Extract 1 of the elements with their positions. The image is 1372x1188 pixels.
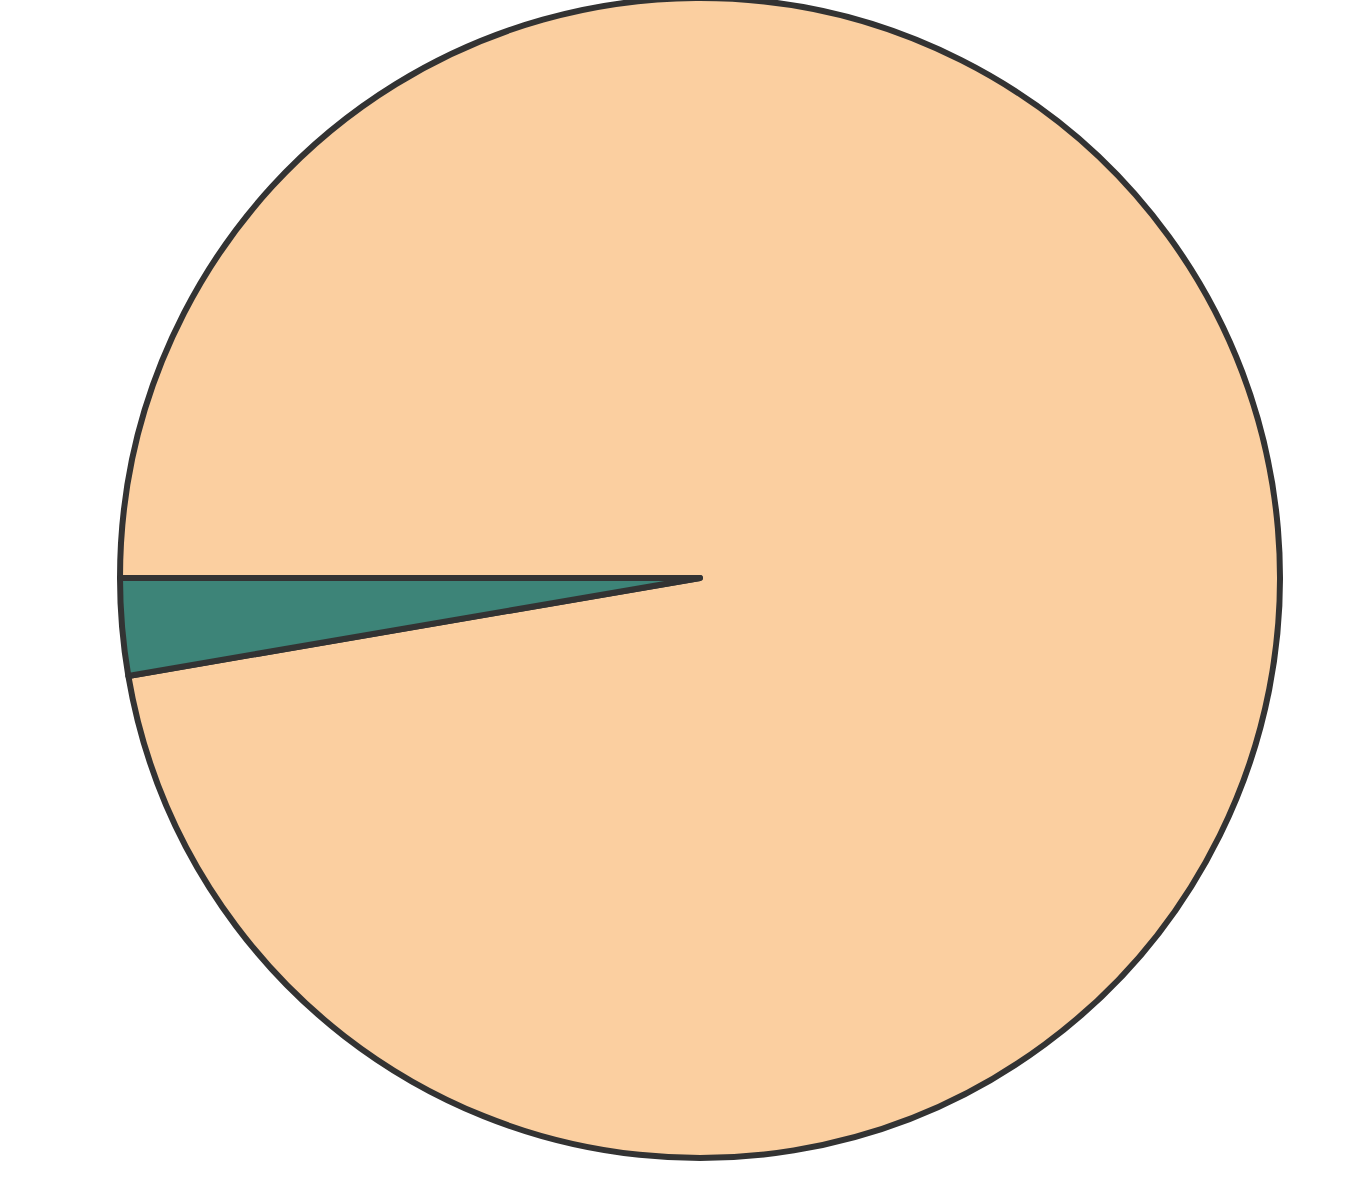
pie-slice bbox=[117, 0, 1283, 1161]
